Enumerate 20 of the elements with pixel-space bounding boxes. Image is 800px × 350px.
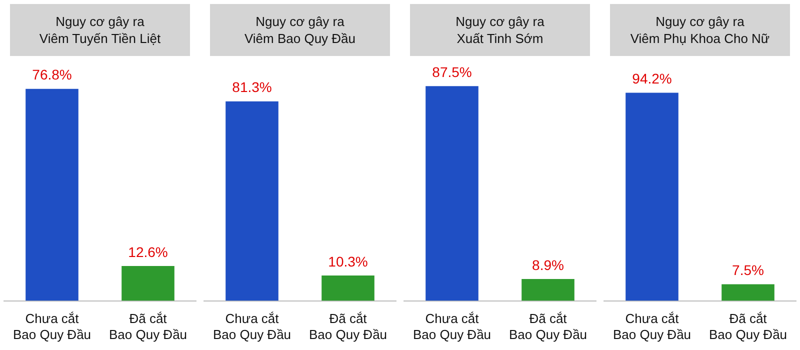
data-label: 76.8%	[32, 66, 72, 83]
x-tick-label: Đã cắt Bao Quy Đầu	[708, 311, 788, 342]
data-label: 81.3%	[232, 79, 272, 96]
data-label: 10.3%	[328, 253, 368, 270]
chart-title: Nguy cơ gây ra Viêm Tuyến Tiền Liệt	[38, 13, 162, 47]
chart-title: Nguy cơ gây ra Viêm Bao Quy Đầu	[243, 13, 357, 47]
data-label: 94.2%	[632, 70, 672, 87]
x-tick-label: Chưa cắt Bao Quy Đầu	[412, 311, 492, 342]
x-tick-label: Đã cắt Bao Quy Đầu	[108, 311, 188, 342]
data-label: 8.9%	[532, 256, 564, 273]
x-tick-label: Chưa cắt Bao Quy Đầu	[212, 311, 292, 342]
data-label: 87.5%	[432, 64, 472, 80]
data-label: 12.6%	[128, 244, 168, 260]
chart-title: Nguy cơ gây ra Xuất Tinh Sớm	[454, 13, 546, 47]
x-tick-label: Đã cắt Bao Quy Đầu	[308, 311, 388, 342]
data-label: 7.5%	[732, 262, 764, 278]
chart-title: Nguy cơ gây ra Viêm Phụ Khoa Cho Nữ	[629, 13, 771, 47]
x-tick-label: Đã cắt Bao Quy Đầu	[508, 311, 588, 342]
x-tick-label: Chưa cắt Bao Quy Đầu	[12, 311, 92, 342]
x-tick-label: Chưa cắt Bao Quy Đầu	[612, 311, 692, 342]
